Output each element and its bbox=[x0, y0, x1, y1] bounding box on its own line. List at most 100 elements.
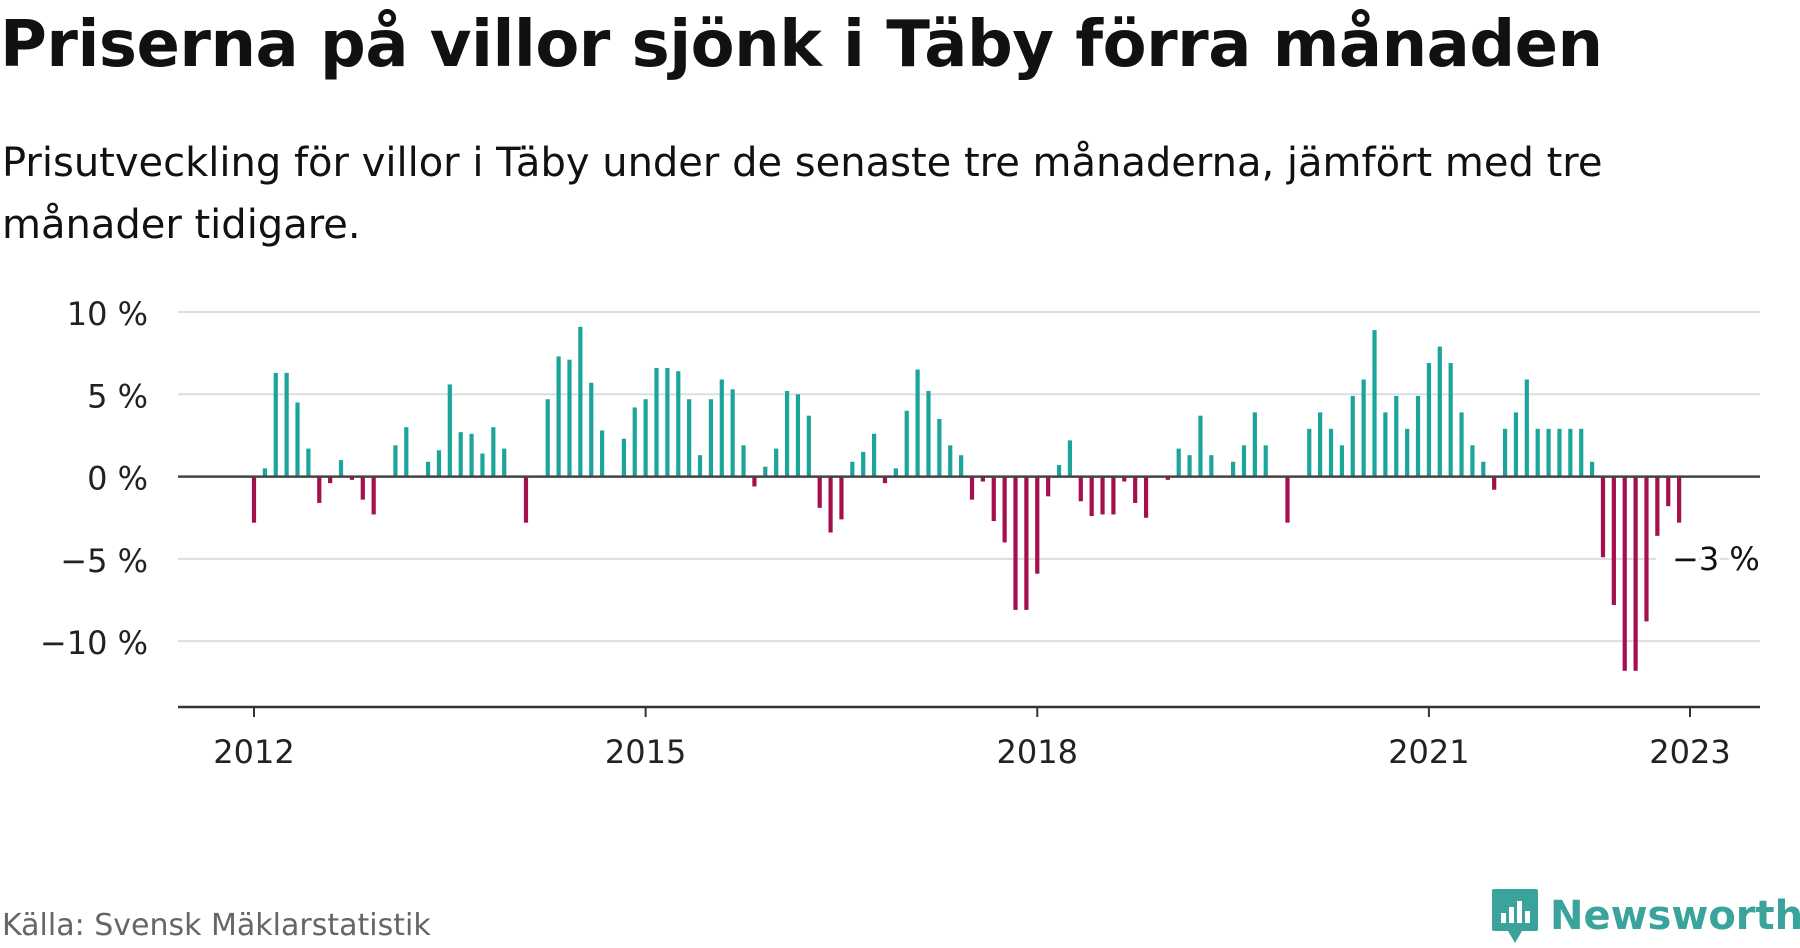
bar bbox=[839, 476, 844, 520]
bar bbox=[774, 448, 779, 477]
bar bbox=[1318, 412, 1323, 477]
bar bbox=[1535, 428, 1540, 477]
bar bbox=[719, 379, 724, 477]
bar bbox=[306, 448, 311, 477]
y-tick-label: 10 % bbox=[67, 295, 148, 333]
bar bbox=[1622, 476, 1627, 671]
bar bbox=[1666, 476, 1671, 507]
bar bbox=[882, 476, 888, 484]
bar bbox=[1546, 428, 1551, 477]
bar bbox=[404, 427, 409, 477]
bar bbox=[578, 326, 583, 477]
bar bbox=[317, 476, 322, 503]
bar bbox=[1600, 476, 1606, 558]
bar bbox=[1470, 445, 1475, 477]
bar bbox=[752, 476, 757, 487]
bar bbox=[1437, 346, 1442, 477]
bar bbox=[1285, 476, 1290, 523]
y-tick-label: 0 % bbox=[87, 460, 148, 498]
bar bbox=[284, 372, 289, 477]
chart-title: Priserna på villor sjönk i Täby förra må… bbox=[0, 8, 1603, 82]
bar bbox=[991, 476, 996, 522]
y-tick-label: −10 % bbox=[40, 624, 148, 662]
bar bbox=[1035, 476, 1040, 574]
bar bbox=[589, 382, 594, 477]
bar bbox=[600, 430, 605, 477]
bar bbox=[1122, 476, 1127, 482]
bar bbox=[817, 476, 822, 508]
bar bbox=[850, 461, 855, 477]
y-tick-label: −5 % bbox=[60, 542, 148, 580]
x-tick-label: 2023 bbox=[1649, 733, 1730, 771]
bar bbox=[1361, 379, 1366, 477]
bar bbox=[828, 476, 833, 533]
bar bbox=[393, 445, 398, 477]
bar bbox=[360, 476, 365, 500]
bar bbox=[1524, 379, 1529, 477]
brand-logo: Newsworthy bbox=[1490, 886, 1800, 946]
x-tick-label: 2021 bbox=[1388, 733, 1469, 771]
bar bbox=[1339, 445, 1344, 477]
bar bbox=[1557, 428, 1562, 477]
bar bbox=[1100, 476, 1105, 515]
x-tick-label: 2015 bbox=[605, 733, 686, 771]
bar bbox=[1350, 395, 1355, 477]
bar bbox=[1252, 412, 1257, 477]
bar bbox=[730, 389, 735, 477]
bar bbox=[1415, 395, 1421, 477]
bar bbox=[1372, 330, 1377, 477]
bar bbox=[708, 399, 714, 477]
bar bbox=[1568, 428, 1573, 477]
bar bbox=[1448, 363, 1453, 477]
bar bbox=[1426, 363, 1432, 477]
bar bbox=[784, 391, 790, 477]
bar bbox=[1143, 476, 1149, 518]
bar bbox=[1067, 440, 1073, 477]
bar bbox=[1013, 476, 1018, 610]
bar bbox=[1056, 465, 1062, 477]
chart-subtitle: Prisutveckling för villor i Täby under d… bbox=[2, 140, 1603, 248]
bar bbox=[1046, 476, 1051, 497]
bar bbox=[328, 476, 333, 484]
x-tick-label: 2012 bbox=[213, 733, 294, 771]
bar bbox=[425, 461, 431, 477]
bar bbox=[1078, 476, 1083, 502]
bar bbox=[697, 455, 703, 477]
bar bbox=[948, 445, 953, 477]
bar bbox=[1209, 455, 1214, 477]
bar bbox=[871, 433, 877, 477]
bar bbox=[1405, 428, 1410, 477]
bar bbox=[1644, 476, 1649, 622]
bar bbox=[1502, 428, 1508, 477]
brand-name: Newsworthy bbox=[1550, 893, 1800, 939]
bar bbox=[251, 476, 257, 523]
bar bbox=[926, 391, 931, 477]
bar bbox=[1165, 476, 1170, 480]
bar bbox=[1492, 476, 1497, 490]
bar bbox=[1513, 412, 1519, 477]
annotation-dot bbox=[1656, 550, 1672, 567]
bar bbox=[1198, 415, 1203, 477]
annotation-label: −3 % bbox=[1672, 540, 1760, 578]
bar bbox=[795, 394, 801, 477]
bar bbox=[469, 433, 474, 477]
bar bbox=[1230, 461, 1236, 477]
bar bbox=[371, 476, 376, 515]
bar bbox=[273, 372, 278, 477]
y-tick-label: 5 % bbox=[87, 377, 148, 415]
bar bbox=[969, 476, 975, 500]
bar bbox=[545, 399, 550, 477]
bar bbox=[980, 476, 985, 482]
bar bbox=[1307, 428, 1312, 477]
bar bbox=[1176, 448, 1181, 477]
bar bbox=[1263, 445, 1268, 477]
bar bbox=[458, 432, 463, 477]
bar bbox=[1481, 461, 1486, 477]
bar bbox=[1002, 476, 1007, 543]
bar bbox=[1089, 476, 1094, 517]
bar bbox=[1024, 476, 1029, 610]
bar bbox=[338, 460, 344, 477]
bar bbox=[1611, 476, 1616, 605]
bar bbox=[349, 476, 355, 480]
